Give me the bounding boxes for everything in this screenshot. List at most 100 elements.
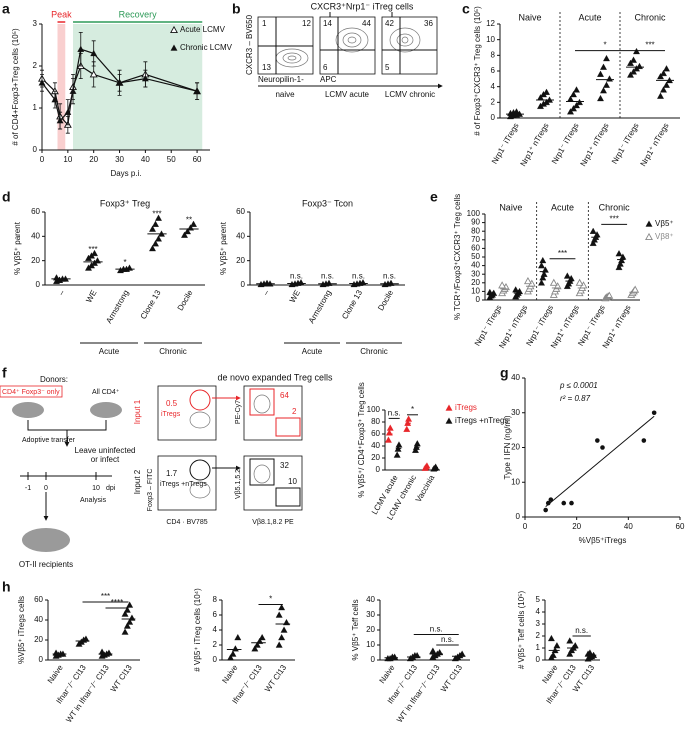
data-point: [251, 645, 259, 652]
y-tick-label: 0: [241, 280, 246, 289]
y-tick-label: 40: [31, 231, 40, 240]
y-tick-label: 10: [511, 477, 520, 486]
y-tick-label: 2: [33, 61, 38, 70]
data-point: [597, 70, 604, 77]
y-tick-label: 6: [213, 610, 218, 619]
significance-label: ****: [111, 598, 123, 607]
data-point: [538, 262, 545, 269]
y-tick-label: 80: [471, 226, 480, 235]
data-point: [573, 101, 580, 109]
data-point: [193, 87, 201, 94]
significance-label: n.s.: [321, 272, 334, 281]
gate-value: 1.7: [166, 469, 178, 478]
data-point: [539, 274, 547, 281]
data-point: [128, 614, 136, 621]
donor-label: CD4⁺ Foxp3⁻ only: [2, 389, 60, 396]
data-point: [538, 279, 545, 286]
data-point: [91, 249, 98, 257]
panel-letter: h: [2, 579, 11, 595]
panel-letter: f: [2, 365, 7, 381]
data-point: [325, 279, 333, 286]
donors-label: Donors:: [40, 375, 68, 384]
data-point: [405, 415, 413, 422]
data-point: [600, 63, 607, 70]
significance-label: ***: [645, 41, 654, 50]
y-tick-label: 60: [371, 429, 380, 438]
data-point: [231, 645, 239, 652]
legend-label: Chronic LCMV: [180, 43, 233, 52]
legend-marker: [645, 232, 653, 241]
data-point: [77, 45, 85, 52]
gate-value: 0.5: [166, 399, 178, 408]
contour: [189, 481, 211, 499]
y-tick-label: 90: [471, 218, 480, 227]
x-axis-label: Neuropilin-1-: [258, 75, 304, 84]
y-tick-label: 4: [213, 625, 218, 634]
panel-f: f Donors: CD4⁺ Foxp3⁻ only All CD4⁺ Adop…: [0, 365, 333, 569]
data-point: [563, 272, 571, 279]
data-point: [229, 650, 237, 657]
y-tick-label: 8: [491, 50, 496, 59]
significance-label: ***: [101, 592, 110, 601]
group-label: Chronic: [360, 347, 388, 356]
stat-label: r² = 0.87: [560, 394, 591, 403]
y-tick-label: 0: [33, 145, 38, 154]
data-point: [570, 90, 577, 98]
data-point: [386, 424, 394, 431]
data-point: [663, 81, 670, 88]
quadrant-value: 1: [262, 19, 267, 28]
y-axis-label: % Vβ5⁺ parent: [219, 221, 228, 275]
data-point: [615, 250, 623, 257]
data-point: [393, 451, 401, 458]
data-point: [234, 633, 242, 641]
legend-marker: [445, 417, 453, 424]
data-point: [121, 628, 129, 635]
y-tick-label: 0: [213, 655, 218, 664]
x-tick-label: Clone 13: [139, 288, 163, 321]
contour: [253, 394, 271, 414]
y-tick-label: 0: [371, 655, 376, 664]
y-axis-label: % TCR⁺/Foxp3⁺CXCR3⁺ Treg cells: [453, 194, 462, 320]
x-axis-label: %Vβ5⁺iTregs: [579, 536, 627, 545]
data-point: [618, 256, 626, 264]
contour: [389, 27, 421, 53]
y-axis-label: # of Foxp3⁺CXCR3⁺ Treg cells (10⁵): [473, 6, 482, 136]
panel-b: b CXCR3⁺Nrp1⁻ iTreg cells CXCR3 – BV650 …: [232, 1, 443, 99]
x-tick-label: WT Cl13: [439, 663, 464, 694]
x-tick-label: Nrp1⁺ nTregs: [639, 122, 671, 168]
data-point: [575, 278, 584, 286]
plot-name: LCMV acute: [325, 90, 370, 99]
data-point: [589, 239, 597, 246]
data-point: [567, 108, 574, 115]
donor-label: All CD4⁺: [92, 389, 120, 396]
y-tick-label: 1: [536, 643, 541, 652]
y-tick-label: 4: [536, 607, 541, 616]
gate: [189, 389, 211, 411]
legend-marker: [645, 220, 653, 227]
data-point: [149, 244, 156, 252]
x-tick-label: Clone 13: [340, 288, 364, 321]
y-tick-label: 12: [486, 19, 495, 28]
quadrant-value: 44: [362, 19, 371, 28]
significance-label: **: [186, 216, 192, 225]
data-point: [616, 260, 624, 267]
data-point: [641, 438, 647, 443]
data-point: [569, 500, 574, 506]
contour: [401, 36, 409, 44]
group-label: Chronic: [634, 12, 666, 22]
chart-title: Foxp3⁺ Treg: [100, 198, 150, 208]
x-tick-label: Naive: [46, 663, 65, 685]
panel-letter: e: [430, 189, 438, 205]
data-point: [549, 278, 558, 286]
x-tick-label: –: [261, 288, 271, 297]
y-tick-label: 20: [471, 278, 480, 287]
contour: [287, 55, 297, 61]
y-tick-label: 5: [536, 595, 541, 604]
y-tick-label: 2: [536, 631, 541, 640]
y-tick-label: 2: [491, 97, 496, 106]
y-tick-label: 0: [39, 655, 44, 664]
y-tick-label: 10: [366, 640, 375, 649]
y-tick-label: 100: [367, 405, 381, 414]
y-tick-label: 8: [213, 595, 218, 604]
data-point: [413, 440, 421, 447]
